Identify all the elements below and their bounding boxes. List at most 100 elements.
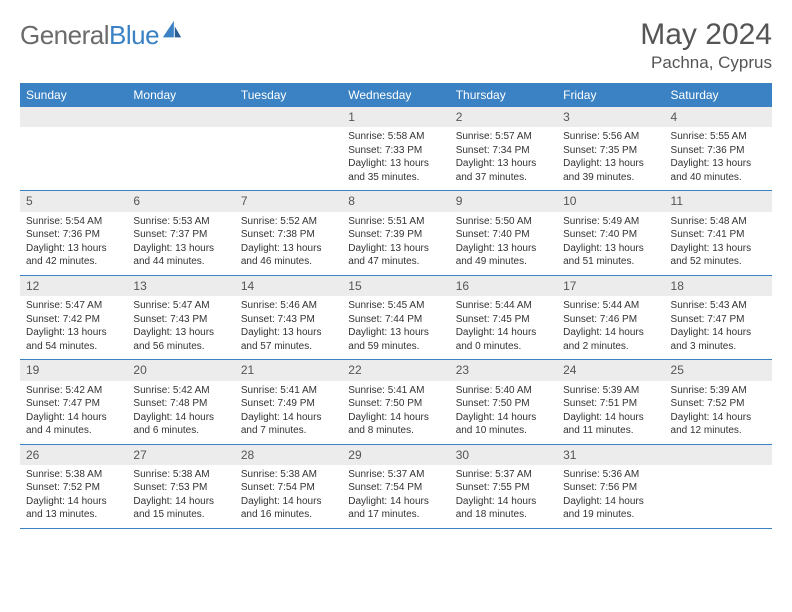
calendar-cell: 15Sunrise: 5:45 AMSunset: 7:44 PMDayligh… bbox=[342, 275, 449, 359]
sunrise-text: Sunrise: 5:47 AM bbox=[26, 299, 121, 313]
day-data: Sunrise: 5:49 AMSunset: 7:40 PMDaylight:… bbox=[557, 212, 664, 275]
calendar-head: SundayMondayTuesdayWednesdayThursdayFrid… bbox=[20, 83, 772, 107]
day-data: Sunrise: 5:55 AMSunset: 7:36 PMDaylight:… bbox=[665, 127, 772, 190]
day-data: Sunrise: 5:50 AMSunset: 7:40 PMDaylight:… bbox=[450, 212, 557, 275]
daylight-text: Daylight: 13 hours and 37 minutes. bbox=[456, 157, 551, 184]
sunrise-text: Sunrise: 5:47 AM bbox=[133, 299, 228, 313]
sunrise-text: Sunrise: 5:42 AM bbox=[26, 384, 121, 398]
weekday-header: Monday bbox=[127, 83, 234, 107]
day-number: 3 bbox=[557, 107, 664, 127]
daylight-text: Daylight: 13 hours and 54 minutes. bbox=[26, 326, 121, 353]
day-number bbox=[665, 445, 772, 465]
daylight-text: Daylight: 14 hours and 15 minutes. bbox=[133, 495, 228, 522]
day-data: Sunrise: 5:58 AMSunset: 7:33 PMDaylight:… bbox=[342, 127, 449, 190]
day-number: 10 bbox=[557, 191, 664, 211]
sunrise-text: Sunrise: 5:51 AM bbox=[348, 215, 443, 229]
calendar-cell: 31Sunrise: 5:36 AMSunset: 7:56 PMDayligh… bbox=[557, 444, 664, 528]
sunset-text: Sunset: 7:38 PM bbox=[241, 228, 336, 242]
day-number: 27 bbox=[127, 445, 234, 465]
daylight-text: Daylight: 14 hours and 10 minutes. bbox=[456, 411, 551, 438]
calendar-cell: 28Sunrise: 5:38 AMSunset: 7:54 PMDayligh… bbox=[235, 444, 342, 528]
sunrise-text: Sunrise: 5:43 AM bbox=[671, 299, 766, 313]
day-number: 13 bbox=[127, 276, 234, 296]
sunset-text: Sunset: 7:50 PM bbox=[348, 397, 443, 411]
day-number: 1 bbox=[342, 107, 449, 127]
sunset-text: Sunset: 7:52 PM bbox=[26, 481, 121, 495]
day-data: Sunrise: 5:43 AMSunset: 7:47 PMDaylight:… bbox=[665, 296, 772, 359]
day-number: 20 bbox=[127, 360, 234, 380]
sunset-text: Sunset: 7:43 PM bbox=[133, 313, 228, 327]
daylight-text: Daylight: 14 hours and 17 minutes. bbox=[348, 495, 443, 522]
day-data: Sunrise: 5:48 AMSunset: 7:41 PMDaylight:… bbox=[665, 212, 772, 275]
calendar-cell: 6Sunrise: 5:53 AMSunset: 7:37 PMDaylight… bbox=[127, 191, 234, 275]
daylight-text: Daylight: 14 hours and 7 minutes. bbox=[241, 411, 336, 438]
calendar-cell: 9Sunrise: 5:50 AMSunset: 7:40 PMDaylight… bbox=[450, 191, 557, 275]
calendar-cell: 21Sunrise: 5:41 AMSunset: 7:49 PMDayligh… bbox=[235, 360, 342, 444]
calendar-cell: 13Sunrise: 5:47 AMSunset: 7:43 PMDayligh… bbox=[127, 275, 234, 359]
sunrise-text: Sunrise: 5:37 AM bbox=[456, 468, 551, 482]
day-data: Sunrise: 5:51 AMSunset: 7:39 PMDaylight:… bbox=[342, 212, 449, 275]
sunrise-text: Sunrise: 5:40 AM bbox=[456, 384, 551, 398]
day-number: 8 bbox=[342, 191, 449, 211]
sunset-text: Sunset: 7:41 PM bbox=[671, 228, 766, 242]
sunset-text: Sunset: 7:51 PM bbox=[563, 397, 658, 411]
day-number: 23 bbox=[450, 360, 557, 380]
day-number: 31 bbox=[557, 445, 664, 465]
sunrise-text: Sunrise: 5:41 AM bbox=[348, 384, 443, 398]
day-data: Sunrise: 5:47 AMSunset: 7:42 PMDaylight:… bbox=[20, 296, 127, 359]
day-number bbox=[127, 107, 234, 127]
day-number: 7 bbox=[235, 191, 342, 211]
daylight-text: Daylight: 13 hours and 35 minutes. bbox=[348, 157, 443, 184]
day-number: 14 bbox=[235, 276, 342, 296]
sunset-text: Sunset: 7:33 PM bbox=[348, 144, 443, 158]
day-data: Sunrise: 5:45 AMSunset: 7:44 PMDaylight:… bbox=[342, 296, 449, 359]
calendar-week: 12Sunrise: 5:47 AMSunset: 7:42 PMDayligh… bbox=[20, 275, 772, 359]
calendar-week: 1Sunrise: 5:58 AMSunset: 7:33 PMDaylight… bbox=[20, 107, 772, 191]
day-data: Sunrise: 5:38 AMSunset: 7:53 PMDaylight:… bbox=[127, 465, 234, 528]
calendar-cell bbox=[127, 107, 234, 191]
calendar-week: 26Sunrise: 5:38 AMSunset: 7:52 PMDayligh… bbox=[20, 444, 772, 528]
sunset-text: Sunset: 7:56 PM bbox=[563, 481, 658, 495]
brand-name: GeneralBlue bbox=[20, 20, 159, 51]
day-number: 28 bbox=[235, 445, 342, 465]
sunrise-text: Sunrise: 5:53 AM bbox=[133, 215, 228, 229]
sunrise-text: Sunrise: 5:57 AM bbox=[456, 130, 551, 144]
sunrise-text: Sunrise: 5:44 AM bbox=[563, 299, 658, 313]
sunset-text: Sunset: 7:37 PM bbox=[133, 228, 228, 242]
sunset-text: Sunset: 7:45 PM bbox=[456, 313, 551, 327]
calendar-cell: 29Sunrise: 5:37 AMSunset: 7:54 PMDayligh… bbox=[342, 444, 449, 528]
daylight-text: Daylight: 13 hours and 52 minutes. bbox=[671, 242, 766, 269]
weekday-header: Sunday bbox=[20, 83, 127, 107]
sunset-text: Sunset: 7:55 PM bbox=[456, 481, 551, 495]
day-data: Sunrise: 5:57 AMSunset: 7:34 PMDaylight:… bbox=[450, 127, 557, 190]
day-number: 24 bbox=[557, 360, 664, 380]
sunrise-text: Sunrise: 5:50 AM bbox=[456, 215, 551, 229]
day-number: 21 bbox=[235, 360, 342, 380]
sunset-text: Sunset: 7:53 PM bbox=[133, 481, 228, 495]
day-number: 18 bbox=[665, 276, 772, 296]
daylight-text: Daylight: 13 hours and 40 minutes. bbox=[671, 157, 766, 184]
daylight-text: Daylight: 13 hours and 46 minutes. bbox=[241, 242, 336, 269]
day-number: 30 bbox=[450, 445, 557, 465]
calendar-cell: 20Sunrise: 5:42 AMSunset: 7:48 PMDayligh… bbox=[127, 360, 234, 444]
calendar-table: SundayMondayTuesdayWednesdayThursdayFrid… bbox=[20, 83, 772, 529]
day-data: Sunrise: 5:41 AMSunset: 7:49 PMDaylight:… bbox=[235, 381, 342, 444]
calendar-cell: 2Sunrise: 5:57 AMSunset: 7:34 PMDaylight… bbox=[450, 107, 557, 191]
day-data: Sunrise: 5:37 AMSunset: 7:54 PMDaylight:… bbox=[342, 465, 449, 528]
calendar-cell bbox=[665, 444, 772, 528]
sunset-text: Sunset: 7:39 PM bbox=[348, 228, 443, 242]
sunset-text: Sunset: 7:50 PM bbox=[456, 397, 551, 411]
daylight-text: Daylight: 13 hours and 59 minutes. bbox=[348, 326, 443, 353]
sunrise-text: Sunrise: 5:54 AM bbox=[26, 215, 121, 229]
sunrise-text: Sunrise: 5:39 AM bbox=[671, 384, 766, 398]
day-number: 16 bbox=[450, 276, 557, 296]
calendar-page: GeneralBlue May 2024 Pachna, Cyprus Sund… bbox=[0, 0, 792, 539]
weekday-header: Thursday bbox=[450, 83, 557, 107]
calendar-cell: 14Sunrise: 5:46 AMSunset: 7:43 PMDayligh… bbox=[235, 275, 342, 359]
weekday-header: Saturday bbox=[665, 83, 772, 107]
daylight-text: Daylight: 14 hours and 18 minutes. bbox=[456, 495, 551, 522]
day-number: 6 bbox=[127, 191, 234, 211]
daylight-text: Daylight: 13 hours and 57 minutes. bbox=[241, 326, 336, 353]
day-data bbox=[235, 127, 342, 183]
sunrise-text: Sunrise: 5:39 AM bbox=[563, 384, 658, 398]
